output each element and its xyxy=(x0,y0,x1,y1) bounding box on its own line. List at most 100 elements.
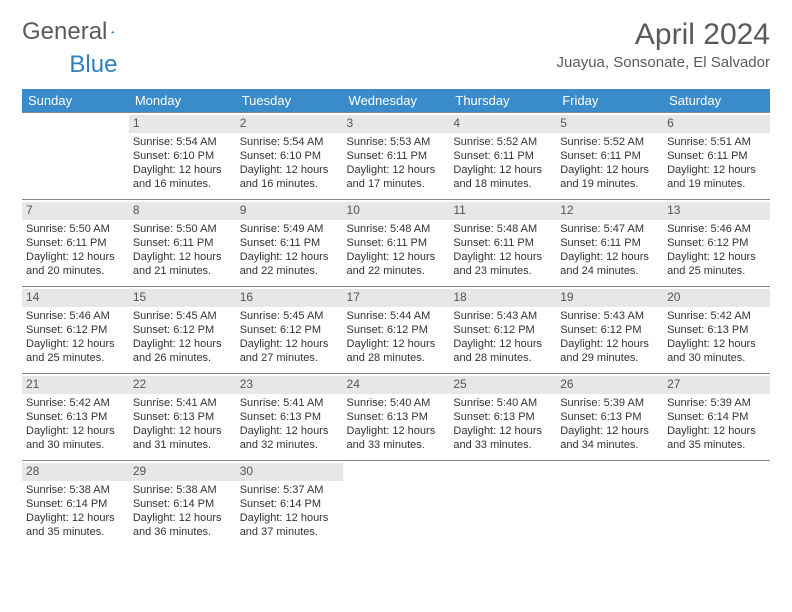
daylight-text-2: and 21 minutes. xyxy=(133,264,232,278)
logo-word2: Blue xyxy=(69,51,117,79)
calendar-cell: 14Sunrise: 5:46 AMSunset: 6:12 PMDayligh… xyxy=(22,287,129,374)
calendar-table: Sunday Monday Tuesday Wednesday Thursday… xyxy=(22,89,770,547)
daylight-text: Daylight: 12 hours xyxy=(240,337,339,351)
day-number: 23 xyxy=(236,376,343,394)
calendar-row: 28Sunrise: 5:38 AMSunset: 6:14 PMDayligh… xyxy=(22,461,770,548)
calendar-cell: 12Sunrise: 5:47 AMSunset: 6:11 PMDayligh… xyxy=(556,200,663,287)
calendar-cell: . xyxy=(663,461,770,548)
weekday-header: Thursday xyxy=(449,89,556,113)
calendar-cell: 8Sunrise: 5:50 AMSunset: 6:11 PMDaylight… xyxy=(129,200,236,287)
daylight-text-2: and 18 minutes. xyxy=(453,177,552,191)
calendar-cell: 10Sunrise: 5:48 AMSunset: 6:11 PMDayligh… xyxy=(343,200,450,287)
calendar-cell: 6 Sunrise: 5:51 AMSunset: 6:11 PMDaylight… xyxy=(663,113,770,200)
day-number: 1 xyxy=(129,115,236,133)
sunset-text: Sunset: 6:11 PM xyxy=(453,236,552,250)
sunrise-text: Sunrise: 5:39 AM xyxy=(560,396,659,410)
daylight-text: Daylight: 12 hours xyxy=(240,424,339,438)
calendar-row: 14Sunrise: 5:46 AMSunset: 6:12 PMDayligh… xyxy=(22,287,770,374)
day-number: 21 xyxy=(22,376,129,394)
daylight-text-2: and 33 minutes. xyxy=(347,438,446,452)
daylight-text: Daylight: 12 hours xyxy=(347,250,446,264)
daylight-text-2: and 25 minutes. xyxy=(667,264,766,278)
daylight-text: Daylight: 12 hours xyxy=(560,250,659,264)
page-title: April 2024 xyxy=(557,18,770,52)
calendar-cell: 21Sunrise: 5:42 AMSunset: 6:13 PMDayligh… xyxy=(22,374,129,461)
daylight-text: Daylight: 12 hours xyxy=(453,250,552,264)
sunset-text: Sunset: 6:11 PM xyxy=(133,236,232,250)
sunrise-text: Sunrise: 5:42 AM xyxy=(26,396,125,410)
calendar-cell: 29Sunrise: 5:38 AMSunset: 6:14 PMDayligh… xyxy=(129,461,236,548)
day-number: 5 xyxy=(556,115,663,133)
daylight-text: Daylight: 12 hours xyxy=(453,424,552,438)
daylight-text-2: and 29 minutes. xyxy=(560,351,659,365)
weekday-header: Saturday xyxy=(663,89,770,113)
calendar-header-row: Sunday Monday Tuesday Wednesday Thursday… xyxy=(22,89,770,113)
daylight-text-2: and 22 minutes. xyxy=(240,264,339,278)
daylight-text: Daylight: 12 hours xyxy=(26,424,125,438)
sunrise-text: Sunrise: 5:53 AM xyxy=(347,135,446,149)
calendar-row: 21Sunrise: 5:42 AMSunset: 6:13 PMDayligh… xyxy=(22,374,770,461)
daylight-text-2: and 37 minutes. xyxy=(240,525,339,539)
sunset-text: Sunset: 6:11 PM xyxy=(26,236,125,250)
day-number: 16 xyxy=(236,289,343,307)
weekday-header: Sunday xyxy=(22,89,129,113)
sunset-text: Sunset: 6:11 PM xyxy=(560,149,659,163)
daylight-text: Daylight: 12 hours xyxy=(26,511,125,525)
daylight-text: Daylight: 12 hours xyxy=(560,163,659,177)
daylight-text: Daylight: 12 hours xyxy=(133,163,232,177)
daylight-text-2: and 28 minutes. xyxy=(453,351,552,365)
daylight-text: Daylight: 12 hours xyxy=(347,337,446,351)
daylight-text-2: and 25 minutes. xyxy=(26,351,125,365)
sunrise-text: Sunrise: 5:49 AM xyxy=(240,222,339,236)
sunrise-text: Sunrise: 5:41 AM xyxy=(240,396,339,410)
day-number: 4 xyxy=(449,115,556,133)
calendar-cell: 11Sunrise: 5:48 AMSunset: 6:11 PMDayligh… xyxy=(449,200,556,287)
weekday-header: Tuesday xyxy=(236,89,343,113)
calendar-cell: 20Sunrise: 5:42 AMSunset: 6:13 PMDayligh… xyxy=(663,287,770,374)
day-number: 29 xyxy=(129,463,236,481)
sunrise-text: Sunrise: 5:45 AM xyxy=(240,309,339,323)
sunrise-text: Sunrise: 5:51 AM xyxy=(667,135,766,149)
daylight-text: Daylight: 12 hours xyxy=(453,163,552,177)
calendar-cell: 15Sunrise: 5:45 AMSunset: 6:12 PMDayligh… xyxy=(129,287,236,374)
daylight-text: Daylight: 12 hours xyxy=(26,337,125,351)
daylight-text-2: and 22 minutes. xyxy=(347,264,446,278)
daylight-text-2: and 32 minutes. xyxy=(240,438,339,452)
daylight-text-2: and 19 minutes. xyxy=(560,177,659,191)
sunrise-text: Sunrise: 5:38 AM xyxy=(26,483,125,497)
day-number: 27 xyxy=(663,376,770,394)
calendar-cell: 26Sunrise: 5:39 AMSunset: 6:13 PMDayligh… xyxy=(556,374,663,461)
daylight-text: Daylight: 12 hours xyxy=(667,250,766,264)
daylight-text: Daylight: 12 hours xyxy=(560,337,659,351)
sunrise-text: Sunrise: 5:37 AM xyxy=(240,483,339,497)
weekday-header: Friday xyxy=(556,89,663,113)
day-number: 9 xyxy=(236,202,343,220)
sunrise-text: Sunrise: 5:39 AM xyxy=(667,396,766,410)
day-number: 17 xyxy=(343,289,450,307)
day-number: 6 xyxy=(663,115,770,133)
daylight-text-2: and 30 minutes. xyxy=(667,351,766,365)
calendar-cell: 28Sunrise: 5:38 AMSunset: 6:14 PMDayligh… xyxy=(22,461,129,548)
daylight-text: Daylight: 12 hours xyxy=(667,163,766,177)
daylight-text: Daylight: 12 hours xyxy=(133,424,232,438)
calendar-cell: 4Sunrise: 5:52 AMSunset: 6:11 PMDaylight… xyxy=(449,113,556,200)
sunset-text: Sunset: 6:14 PM xyxy=(133,497,232,511)
calendar-cell: 18Sunrise: 5:43 AMSunset: 6:12 PMDayligh… xyxy=(449,287,556,374)
calendar-cell: 30Sunrise: 5:37 AMSunset: 6:14 PMDayligh… xyxy=(236,461,343,548)
calendar-cell: . xyxy=(556,461,663,548)
day-number: 13 xyxy=(663,202,770,220)
daylight-text: Daylight: 12 hours xyxy=(347,424,446,438)
calendar-row: 7Sunrise: 5:50 AMSunset: 6:11 PMDaylight… xyxy=(22,200,770,287)
day-number: 24 xyxy=(343,376,450,394)
sunset-text: Sunset: 6:11 PM xyxy=(347,149,446,163)
calendar-cell: 3Sunrise: 5:53 AMSunset: 6:11 PMDaylight… xyxy=(343,113,450,200)
daylight-text-2: and 30 minutes. xyxy=(26,438,125,452)
sunset-text: Sunset: 6:10 PM xyxy=(133,149,232,163)
sunrise-text: Sunrise: 5:54 AM xyxy=(133,135,232,149)
day-number: 20 xyxy=(663,289,770,307)
daylight-text-2: and 27 minutes. xyxy=(240,351,339,365)
sunrise-text: Sunrise: 5:46 AM xyxy=(26,309,125,323)
logo-word1: General xyxy=(22,18,107,46)
calendar-cell: 23Sunrise: 5:41 AMSunset: 6:13 PMDayligh… xyxy=(236,374,343,461)
sunset-text: Sunset: 6:11 PM xyxy=(667,149,766,163)
